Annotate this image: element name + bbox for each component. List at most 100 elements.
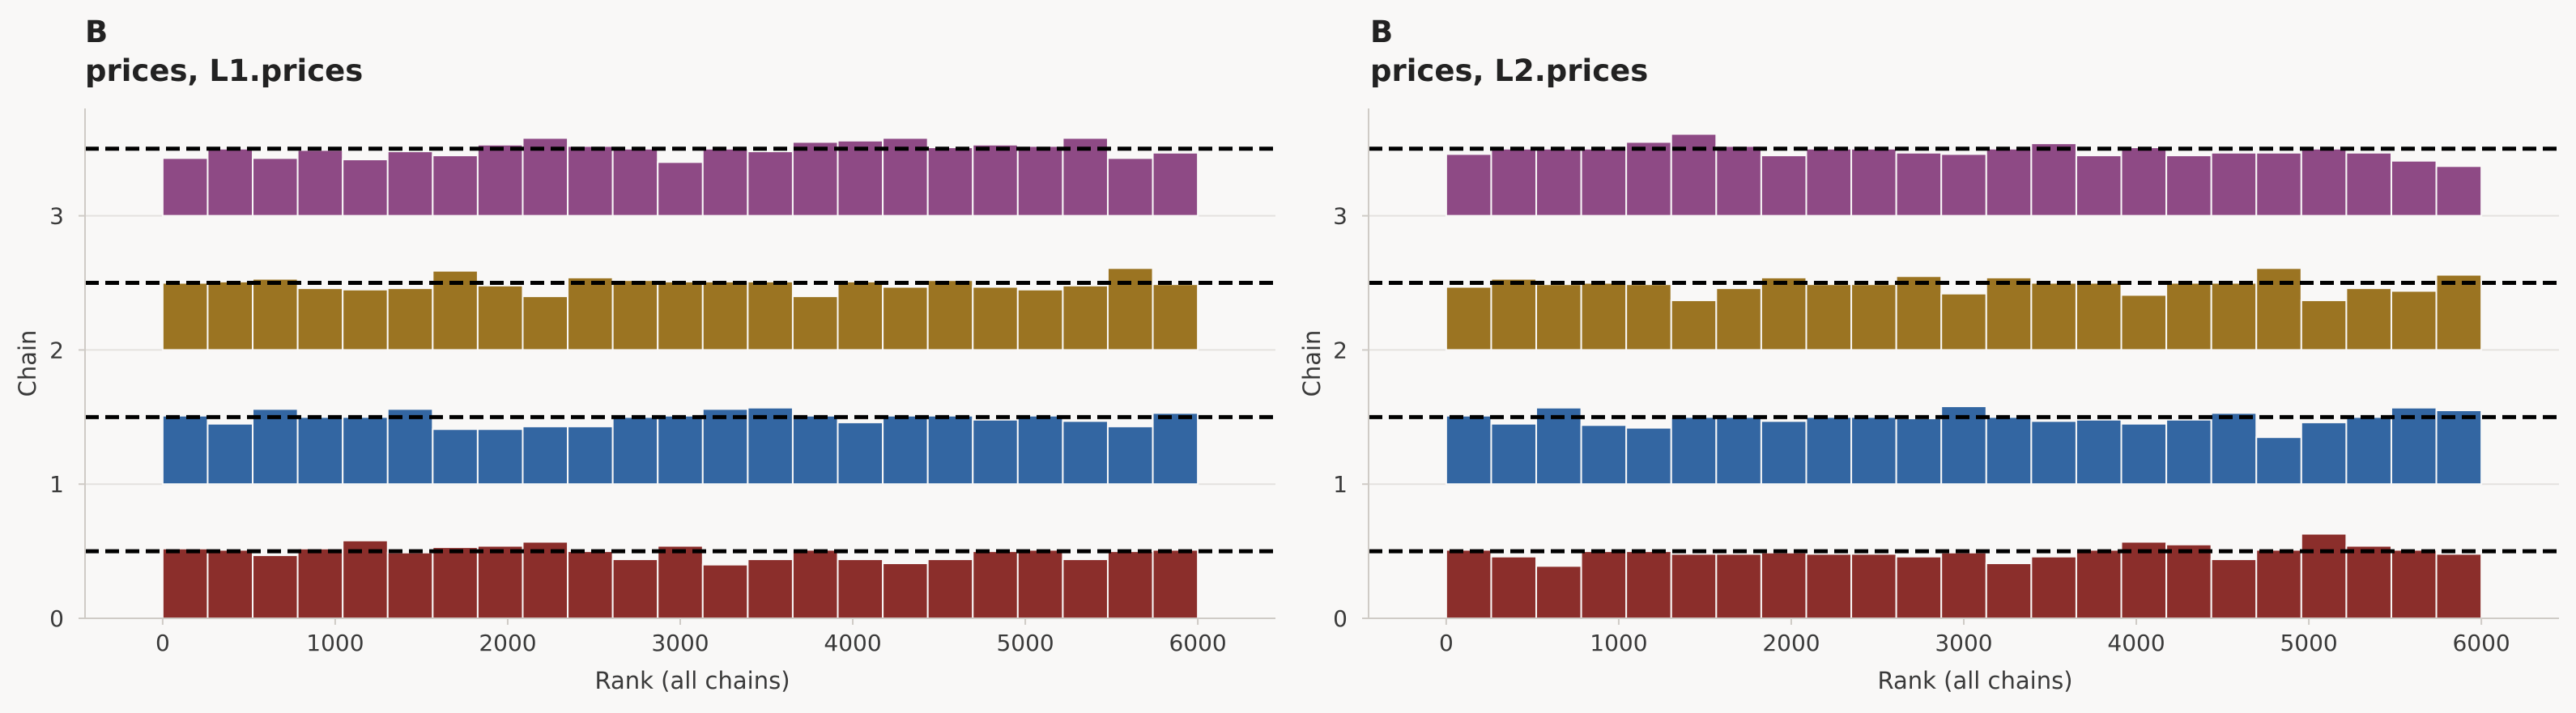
rank-bar: [1580, 282, 1628, 351]
rank-bar: [1670, 416, 1718, 486]
rank-bar: [747, 406, 794, 486]
rank-bar: [2120, 146, 2168, 217]
rank-bar: [2255, 549, 2302, 620]
rank-bar: [2075, 549, 2123, 620]
x-tick-label: 2000: [479, 630, 536, 656]
rank-bar: [2255, 151, 2302, 217]
rank-bar: [1625, 141, 1672, 217]
chain-3-bars: [161, 137, 1199, 217]
rank-bar: [207, 549, 254, 620]
rank-bar: [1715, 416, 1762, 486]
y-tick-label: 3: [1333, 203, 1348, 230]
rank-bar: [1062, 558, 1109, 619]
rank-bar: [1062, 137, 1109, 217]
y-tick-label: 2: [49, 337, 64, 363]
rank-bar: [342, 159, 389, 217]
rank-bar: [1805, 553, 1853, 620]
y-tick-label: 1: [49, 471, 64, 498]
rank-bar: [1016, 549, 1064, 620]
rank-bar: [1016, 414, 1064, 486]
x-tick-label: 3000: [1935, 630, 1992, 656]
rank-bar: [2435, 410, 2483, 486]
rank-bar: [1106, 157, 1154, 217]
rank-bar: [1535, 147, 1582, 217]
rank-bar: [837, 558, 884, 619]
rank-bar: [1445, 153, 1492, 217]
rank-bar: [1625, 283, 1672, 351]
rank-bar: [1016, 145, 1064, 217]
rank-bar: [432, 155, 479, 217]
rank-bar: [657, 414, 704, 486]
rank-bar: [386, 151, 434, 217]
rank-bar: [1895, 275, 1943, 351]
rank-bar: [1152, 412, 1199, 486]
rank-bar: [791, 295, 839, 351]
rank-bar: [1940, 405, 1987, 486]
y-tick-label: 0: [49, 605, 64, 632]
x-tick-label: 0: [1439, 630, 1454, 656]
rank-bar: [161, 157, 209, 217]
rank-bar: [1625, 427, 1672, 486]
rank-bar: [567, 550, 614, 620]
rank-bar: [837, 139, 884, 217]
rank-bar: [791, 549, 839, 620]
rank-bar: [657, 161, 704, 217]
rank-bar: [791, 141, 839, 217]
rank-bar: [1805, 147, 1853, 217]
rank-bar: [701, 147, 749, 217]
rank-bar: [1445, 286, 1492, 351]
rank-bar: [1985, 276, 2033, 351]
rank-bar: [296, 547, 344, 620]
rank-bar: [1895, 555, 1943, 619]
rank-bar: [1760, 551, 1807, 620]
rank-bar: [1850, 553, 1897, 620]
rank-bar: [2255, 436, 2302, 486]
rank-bar: [1106, 267, 1154, 351]
rank-bar: [1535, 565, 1582, 619]
rank-bar: [972, 550, 1019, 620]
rank-bar: [882, 562, 929, 619]
rank-bar: [1895, 151, 1943, 217]
x-axis-label: Rank (all chains): [1877, 667, 2072, 694]
rank-bar: [207, 280, 254, 351]
rank-bar: [2300, 533, 2348, 619]
rank-bar: [252, 408, 299, 486]
rank-bar: [1895, 417, 1943, 486]
rank-bar: [972, 418, 1019, 486]
rank-bar: [611, 147, 659, 217]
chart-title: prices, L1.prices: [85, 53, 363, 88]
rank-bar: [1850, 283, 1897, 351]
rank-bar: [747, 280, 794, 351]
rank-bar: [1760, 155, 1807, 217]
rank-bar: [2435, 274, 2483, 351]
rank-bar: [611, 416, 659, 486]
rank-bar: [207, 147, 254, 217]
rank-bar: [2255, 267, 2302, 351]
rank-bar: [2165, 543, 2212, 620]
chain-0-bars: [1445, 533, 2483, 620]
y-tick-label: 2: [1333, 337, 1348, 363]
x-axis-label: Rank (all chains): [594, 667, 790, 694]
rank-bar: [1625, 550, 1672, 620]
rank-bar: [252, 278, 299, 351]
rank-bar: [1152, 151, 1199, 217]
rank-bar: [2345, 416, 2392, 486]
rank-bar: [1490, 147, 1538, 217]
rank-bar: [2030, 142, 2077, 217]
rank-bar: [2165, 282, 2212, 351]
rank-bar: [296, 287, 344, 351]
rank-bar: [926, 414, 974, 486]
rank-bar: [1152, 549, 1199, 620]
rank-bar: [1985, 147, 2033, 217]
rank-bar: [1985, 562, 2033, 619]
rank-bar: [1670, 299, 1718, 351]
rank-bar: [1490, 278, 1538, 351]
rank-bar: [296, 416, 344, 486]
rank-bar: [161, 547, 209, 620]
rank-bar: [2120, 294, 2168, 351]
rank-bar: [1062, 420, 1109, 486]
rank-bar: [432, 428, 479, 486]
rank-bar: [2210, 282, 2258, 351]
x-tick-label: 2000: [1762, 630, 1820, 656]
